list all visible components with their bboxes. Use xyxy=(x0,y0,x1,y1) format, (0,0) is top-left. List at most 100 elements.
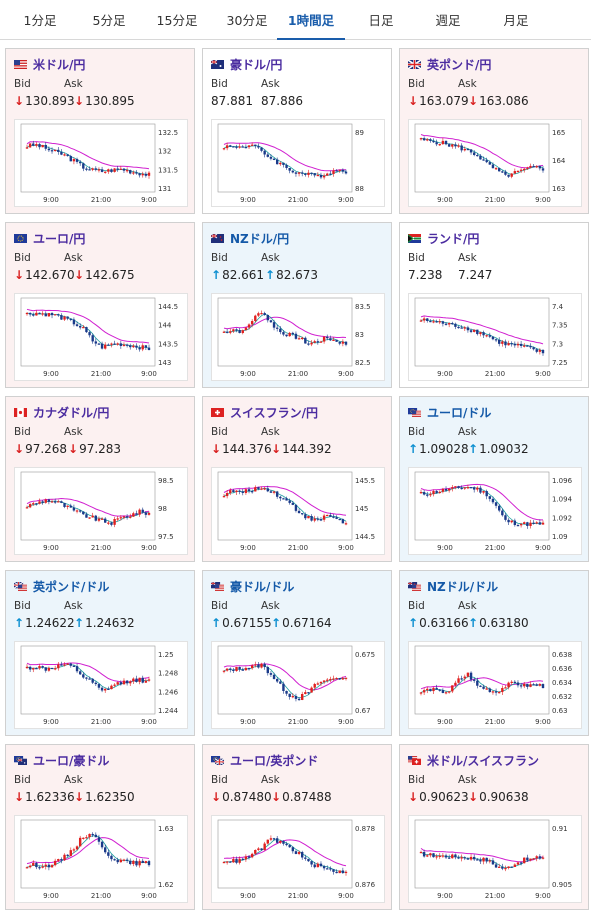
chart-container[interactable]: 0.91 0.905 9:00 21:00 9:00 xyxy=(408,815,582,903)
tab-1[interactable]: 5分足 xyxy=(92,13,126,28)
rate-card[interactable]: NZドル/円 Bid Ask ↑82.661 ↑82.673 83.5 83 82.5 9:00… xyxy=(202,222,392,388)
candle xyxy=(75,509,79,514)
tab-7[interactable]: 月足 xyxy=(503,13,529,28)
candle xyxy=(47,498,51,505)
pair-name-link[interactable]: ランド/円 xyxy=(427,231,480,246)
candle xyxy=(447,488,451,493)
down-arrow-icon: ↓ xyxy=(68,442,79,456)
candle xyxy=(238,666,241,672)
pair-name-link[interactable]: ユーロ/ドル xyxy=(427,405,492,420)
rate-card[interactable]: 豪ドル/ドル Bid Ask ↑0.67155 ↑0.67164 0.675 0.67 9:0… xyxy=(202,570,392,736)
pair-name-link[interactable]: カナダドル/円 xyxy=(33,405,110,420)
y-tick-label: 83.5 xyxy=(355,303,371,311)
candle xyxy=(69,154,72,162)
rate-card[interactable]: 豪ドル/円 Bid Ask 87.881 87.886 89 88 9:00 21:00 9:00 xyxy=(202,48,392,214)
candle xyxy=(541,520,545,525)
pair-name-link[interactable]: ユーロ/豪ドル xyxy=(33,753,110,768)
candle xyxy=(441,487,445,494)
candle xyxy=(419,489,423,494)
plot-frame xyxy=(20,471,156,541)
candle xyxy=(422,316,426,323)
candle xyxy=(97,167,101,173)
candle xyxy=(260,310,263,315)
x-tick-label: 21:00 xyxy=(485,196,505,204)
bid-label: Bid xyxy=(14,78,31,90)
x-tick-label: 9:00 xyxy=(240,544,256,552)
candle xyxy=(294,504,298,513)
rate-card[interactable]: NZドル/ドル Bid Ask ↑0.63166 ↑0.63180 0.638 0.636 0… xyxy=(399,570,589,736)
chart-container[interactable]: 145.5 145 144.5 9:00 21:00 9:00 xyxy=(211,467,385,555)
candle xyxy=(238,328,241,334)
rate-card[interactable]: ユーロ/ドル Bid Ask ↑1.09028 ↑1.09032 1.096 1.094 1.… xyxy=(399,396,589,562)
chart-container[interactable]: 1.096 1.094 1.092 1.09 9:00 21:00 9:00 xyxy=(408,467,582,555)
pair-name-link[interactable]: NZドル/ドル xyxy=(427,579,499,594)
bid-price: ↓1.62336 xyxy=(14,790,75,804)
candle xyxy=(147,859,151,867)
chart-container[interactable]: 132.5 132 131.5 131 9:00 21:00 9:00 xyxy=(14,119,188,207)
rate-card[interactable]: ユーロ/円 Bid Ask ↓142.670 ↓142.675 144.5 144 143.5… xyxy=(5,222,195,388)
candle xyxy=(244,666,248,671)
candle xyxy=(113,516,116,528)
pair-name-link[interactable]: 米ドル/円 xyxy=(33,57,86,72)
chart-container[interactable]: 7.4 7.35 7.3 7.25 9:00 21:00 9:00 xyxy=(408,293,582,381)
pair-name-link[interactable]: 英ポンド/円 xyxy=(427,57,492,72)
tab-2[interactable]: 15分足 xyxy=(156,13,198,28)
y-tick-label: 143.5 xyxy=(158,340,178,348)
nz-flag-icon xyxy=(211,233,224,243)
chart-container[interactable]: 144.5 144 143.5 143 9:00 21:00 9:00 xyxy=(14,293,188,381)
chart-container[interactable]: 89 88 9:00 21:00 9:00 xyxy=(211,119,385,207)
eu-flag-icon xyxy=(14,233,27,243)
rate-card[interactable]: ランド/円 Bid Ask 7.238 7.247 7.4 7.35 7.3 7.25 9:00 2… xyxy=(399,222,589,388)
candle xyxy=(100,686,104,693)
pair-name-link[interactable]: 米ドル/スイスフラン xyxy=(427,753,540,768)
chart-container[interactable]: 0.638 0.636 0.634 0.632 0.63 9:00 21:00 9:00 xyxy=(408,641,582,729)
x-tick-label: 9:00 xyxy=(141,892,157,900)
pair-name-link[interactable]: ユーロ/英ポンド xyxy=(230,753,319,768)
chart-container[interactable]: 0.675 0.67 9:00 21:00 9:00 xyxy=(211,641,385,729)
candle xyxy=(63,152,66,157)
chart-container[interactable]: 1.63 1.62 9:00 21:00 9:00 xyxy=(14,815,188,903)
candle xyxy=(476,329,479,336)
chart-container[interactable]: 165 164 163 9:00 21:00 9:00 xyxy=(408,119,582,207)
x-tick-label: 9:00 xyxy=(338,718,354,726)
candle xyxy=(444,486,448,492)
pair-name-link[interactable]: NZドル/円 xyxy=(230,231,290,246)
tab-5[interactable]: 日足 xyxy=(368,13,394,28)
rate-card[interactable]: 英ポンド/円 Bid Ask ↓163.079 ↓163.086 165 164 163 9:0… xyxy=(399,48,589,214)
candle xyxy=(326,172,329,176)
us-flag-icon xyxy=(14,59,27,69)
rate-card[interactable]: ユーロ/豪ドル Bid Ask ↓1.62336 ↓1.62350 1.63 1.62 9:0… xyxy=(5,744,195,910)
rate-card[interactable]: カナダドル/円 Bid Ask ↓97.268 ↓97.283 98.5 98 97.5 9:0… xyxy=(5,396,195,562)
ask-price: ↓97.283 xyxy=(68,442,121,456)
tab-6[interactable]: 週足 xyxy=(435,13,461,28)
candle xyxy=(28,142,32,148)
chart-container[interactable]: 83.5 83 82.5 9:00 21:00 9:00 xyxy=(211,293,385,381)
rate-card[interactable]: スイスフラン/円 Bid Ask ↓144.376 ↓144.392 145.5 145 14… xyxy=(202,396,392,562)
rate-card[interactable]: 米ドル/スイスフラン Bid Ask ↓0.90623 ↓0.90638 0.91 0.90… xyxy=(399,744,589,910)
tab-3[interactable]: 30分足 xyxy=(226,13,268,28)
rate-card[interactable]: 英ポンド/ドル Bid Ask ↑1.24622 ↑1.24632 1.25 1.248 1.… xyxy=(5,570,195,736)
pair-name-link[interactable]: ユーロ/円 xyxy=(33,231,86,246)
pair-name-link[interactable]: 豪ドル/円 xyxy=(230,57,283,72)
chart-container[interactable]: 1.25 1.248 1.246 1.244 9:00 21:00 9:00 xyxy=(14,641,188,729)
chart-container[interactable]: 0.878 0.876 9:00 21:00 9:00 xyxy=(211,815,385,903)
candle xyxy=(141,858,144,864)
bid-value: 82.661 xyxy=(222,268,265,282)
ask-label: Ask xyxy=(458,426,477,438)
tab-0[interactable]: 1分足 xyxy=(23,13,57,28)
pair-name-link[interactable]: 豪ドル/ドル xyxy=(230,579,295,594)
pair-name-link[interactable]: スイスフラン/円 xyxy=(230,405,319,420)
rate-card[interactable]: ユーロ/英ポンド Bid Ask ↓0.87480 ↓0.87488 0.878 0.876… xyxy=(202,744,392,910)
x-tick-label: 9:00 xyxy=(141,544,157,552)
bid-label: Bid xyxy=(211,426,228,438)
y-tick-label: 98.5 xyxy=(158,477,174,485)
pair-name-link[interactable]: 英ポンド/ドル xyxy=(33,579,110,594)
candle xyxy=(232,488,235,493)
chart-container[interactable]: 98.5 98 97.5 9:00 21:00 9:00 xyxy=(14,467,188,555)
eu-gb-flag-icon xyxy=(211,755,224,765)
candle xyxy=(488,160,492,165)
rate-card[interactable]: 米ドル/円 Bid Ask ↓130.893 ↓130.895 132.5 132 131.5… xyxy=(5,48,195,214)
tab-4[interactable]: 1時間足 xyxy=(277,0,345,40)
